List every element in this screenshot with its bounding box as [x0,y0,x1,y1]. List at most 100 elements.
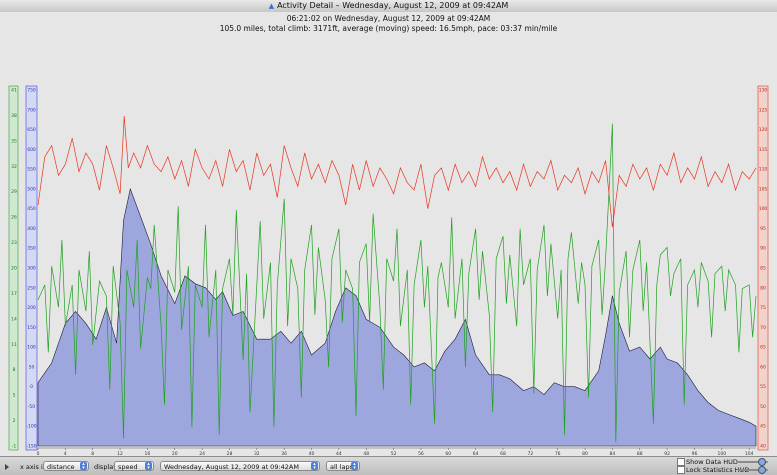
speed-tick-label: 250 [27,285,36,291]
display-label: display: [94,463,119,471]
x-tick-label: 68 [500,451,506,456]
speed-tick-label: 300 [27,266,36,272]
summary-time: 06:21:02 on Wednesday, August 12, 2009 a… [286,14,491,23]
speed-tick-label: -150 [26,444,36,450]
heart-rate-tick-label: 75 [760,305,766,311]
heart-rate-tick-label: 70 [760,325,766,331]
heart-rate-tick-label: 80 [760,285,766,291]
x-tick-label: 20 [172,451,178,456]
x-tick-label: 84 [610,451,616,456]
activity-select[interactable]: Wednesday, August 12, 2009 at 09:42AM ▴ ▾ [160,461,320,471]
speed-tick-label: 550 [27,167,36,173]
x-tick-label: 0 [37,451,40,456]
speed-tick-label: 700 [27,107,36,113]
x-tick-label: 28 [227,451,233,456]
x-tick-label: 64 [473,451,479,456]
x-tick-label: 88 [637,451,643,456]
x-tick-label: 48 [363,451,369,456]
cadence-axis-strip [8,85,19,451]
heart-rate-tick-label: 125 [759,107,768,113]
lock-stats-hud-label: Lock Statistics HUD [686,466,750,474]
stats-hud-slider-knob[interactable] [758,466,766,474]
speed-axis-strip [25,85,38,451]
cadence-tick-label: 11 [11,342,17,348]
speed-tick-label: -100 [26,424,36,430]
cadence-tick-label: 5 [13,393,16,399]
heart-rate-tick-label: 60 [760,364,766,370]
activity-value: Wednesday, August 12, 2009 at 09:42AM [164,463,299,471]
heart-rate-tick-label: 100 [759,206,768,212]
speed-tick-label: 400 [27,226,36,232]
popup-arrows-icon: ▴ ▾ [351,462,358,471]
xaxis-select[interactable]: distance ▴ ▾ [43,461,89,471]
x-tick-label: 4 [64,451,67,456]
data-hud-slider-knob[interactable] [758,458,766,466]
stats-hud-slider[interactable] [738,469,768,471]
x-tick-label: 100 [718,451,727,456]
cadence-tick-label: -1 [12,444,17,450]
heart-rate-tick-label: 65 [760,345,766,351]
speed-tick-label: 450 [27,206,36,212]
speed-tick-label: 100 [27,345,36,351]
summary-stats: 105.0 miles, total climb: 3171ft, averag… [219,24,558,33]
cadence-tick-label: 20 [11,266,17,272]
x-tick-label: 16 [145,451,151,456]
heart-rate-tick-label: 105 [759,186,768,192]
disclosure-triangle-icon[interactable] [5,464,9,470]
cadence-tick-label: 35 [11,138,17,144]
cadence-tick-label: 2 [13,418,16,424]
cadence-line [37,123,757,443]
heart-rate-tick-label: 45 [760,424,766,430]
speed-tick-label: 350 [27,246,36,252]
heart-rate-axis-strip [757,85,769,451]
cadence-tick-label: 41 [11,88,17,94]
speed-tick-label: 500 [27,186,36,192]
heart-rate-tick-label: 120 [759,127,768,133]
show-data-hud-checkbox[interactable] [677,458,685,466]
cadence-tick-label: 23 [11,240,17,246]
data-hud-slider[interactable] [738,461,768,463]
display-select[interactable]: speed ▴ ▾ [114,461,154,471]
x-tick-label: 36 [281,451,287,456]
x-tick-label: 92 [664,451,670,456]
xaxis-value: distance [47,463,75,471]
speed-tick-label: 750 [27,88,36,94]
cadence-tick-label: 17 [11,291,17,297]
lock-stats-hud-checkbox[interactable] [677,466,685,474]
show-data-hud-label: Show Data HUD [686,458,738,466]
x-tick-label: 8 [91,451,94,456]
x-tick-label: 80 [582,451,588,456]
x-tick-label: 32 [254,451,260,456]
speed-tick-label: 0 [30,384,33,390]
cadence-tick-label: 32 [11,164,17,170]
heart-rate-tick-label: 85 [760,266,766,272]
heart-rate-tick-label: 50 [760,404,766,410]
xaxis-label: x axis is: [20,463,49,471]
x-tick-label: 40 [309,451,315,456]
document-icon: ▲ [268,2,275,10]
x-tick-label: 56 [418,451,424,456]
heart-rate-tick-label: 115 [759,147,768,153]
popup-arrows-icon: ▴ ▾ [311,462,318,471]
window-title: Activity Detail – Wednesday, August 12, … [277,1,509,10]
bottom-toolbar: x axis is: distance ▴ ▾ display: speed ▴ ▾… [0,456,777,475]
laps-select[interactable]: all laps ▴ ▾ [326,461,360,471]
heart-rate-tick-label: 90 [760,246,766,252]
cadence-tick-label: 38 [11,113,17,119]
speed-tick-label: 150 [27,325,36,331]
popup-arrows-icon: ▴ ▾ [80,462,87,471]
display-value: speed [118,463,138,471]
heart-rate-tick-label: 130 [759,88,768,94]
activity-graph[interactable]: 41 38 35 32 29 26 23 20 17 14 11 8 5 2 -1 750 700 650 600 5… [0,12,777,456]
heart-rate-tick-label: 55 [760,384,766,390]
popup-arrows-icon: ▴ ▾ [145,462,152,471]
speed-tick-label: 600 [27,147,36,153]
heart-rate-tick-label: 95 [760,226,766,232]
x-tick-label: 52 [391,451,397,456]
speed-tick-label: 50 [29,364,35,370]
x-tick-label: 104 [745,451,754,456]
cadence-tick-label: 29 [11,189,17,195]
x-tick-label: 24 [199,451,205,456]
x-tick-label: 76 [555,451,561,456]
x-tick-label: 12 [117,451,123,456]
